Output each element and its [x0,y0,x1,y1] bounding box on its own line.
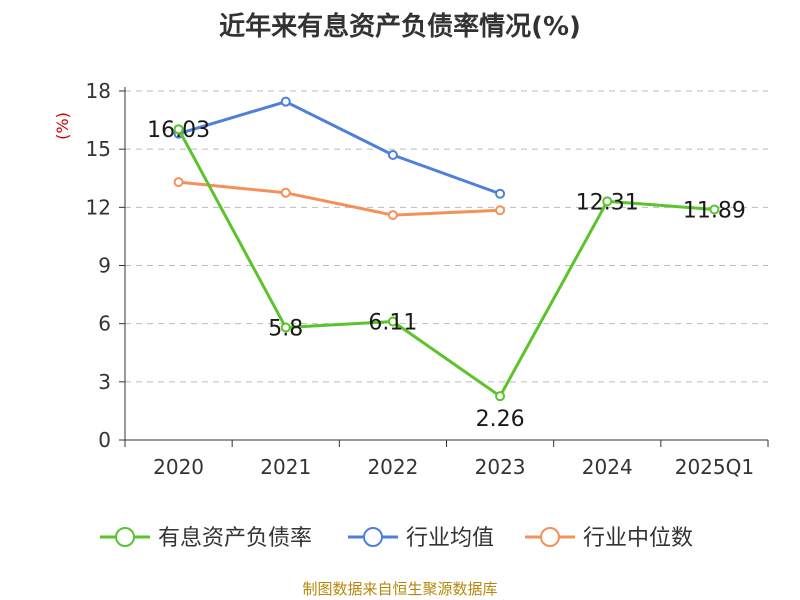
x-tick-label: 2022 [367,455,418,479]
data-label: 6.11 [368,311,417,336]
series-line-0 [177,128,715,398]
grid-lines [125,90,768,383]
x-tick-labels: 2020 2021 2022 2023 2024 2025Q1 [153,455,754,479]
y-tick-label: 3 [98,370,111,394]
x-tick-label: 2020 [153,455,204,479]
data-point [495,205,506,216]
legend: 有息资产负债率 行业均值 行业中位数 [100,526,693,551]
y-tick-label: 0 [98,428,111,452]
legend-label: 行业中位数 [583,526,693,551]
data-label: 11.89 [683,198,746,223]
series-line-2 [178,180,501,217]
legend-label: 有息资产负债率 [158,526,312,551]
data-label: 2.26 [476,407,525,432]
y-axis-label: (%) [53,112,72,140]
y-tick-labels: 0 3 6 9 12 15 18 [86,79,111,452]
data-point [173,124,184,135]
data-point [495,391,506,402]
x-tick-label: 2023 [475,455,526,479]
series-lines [173,96,720,402]
data-point [280,96,291,107]
data-point [495,188,506,199]
legend-label: 行业均值 [406,526,494,551]
data-label: 12.31 [576,190,639,215]
data-point [602,196,613,207]
legend-swatch-marker [115,527,135,547]
x-tick-label: 2024 [582,455,633,479]
y-tick-label: 12 [86,195,111,219]
y-tick-label: 15 [86,137,111,161]
data-point [280,322,291,333]
y-tick-label: 18 [86,79,111,103]
data-label: 5.8 [268,317,303,342]
data-label: 16.03 [147,118,210,143]
axes [119,87,769,447]
data-point [280,187,291,198]
x-tick-label: 2025Q1 [675,455,754,479]
data-point [173,177,184,188]
data-point [709,204,720,215]
data-point [387,210,398,221]
chart-title: 近年来有息资产负债率情况(%) [219,12,581,42]
legend-swatch-marker [540,527,560,547]
data-labels: 16.03 5.8 6.11 2.26 12.31 11.89 [147,118,746,432]
x-tick-label: 2021 [260,455,311,479]
data-point [387,316,398,327]
y-tick-label: 9 [98,254,111,278]
data-point [387,149,398,160]
legend-swatch-marker [363,527,383,547]
series-line-1 [178,100,501,196]
source-note: 制图数据来自恒生聚源数据库 [302,580,498,598]
y-tick-label: 6 [98,312,111,336]
